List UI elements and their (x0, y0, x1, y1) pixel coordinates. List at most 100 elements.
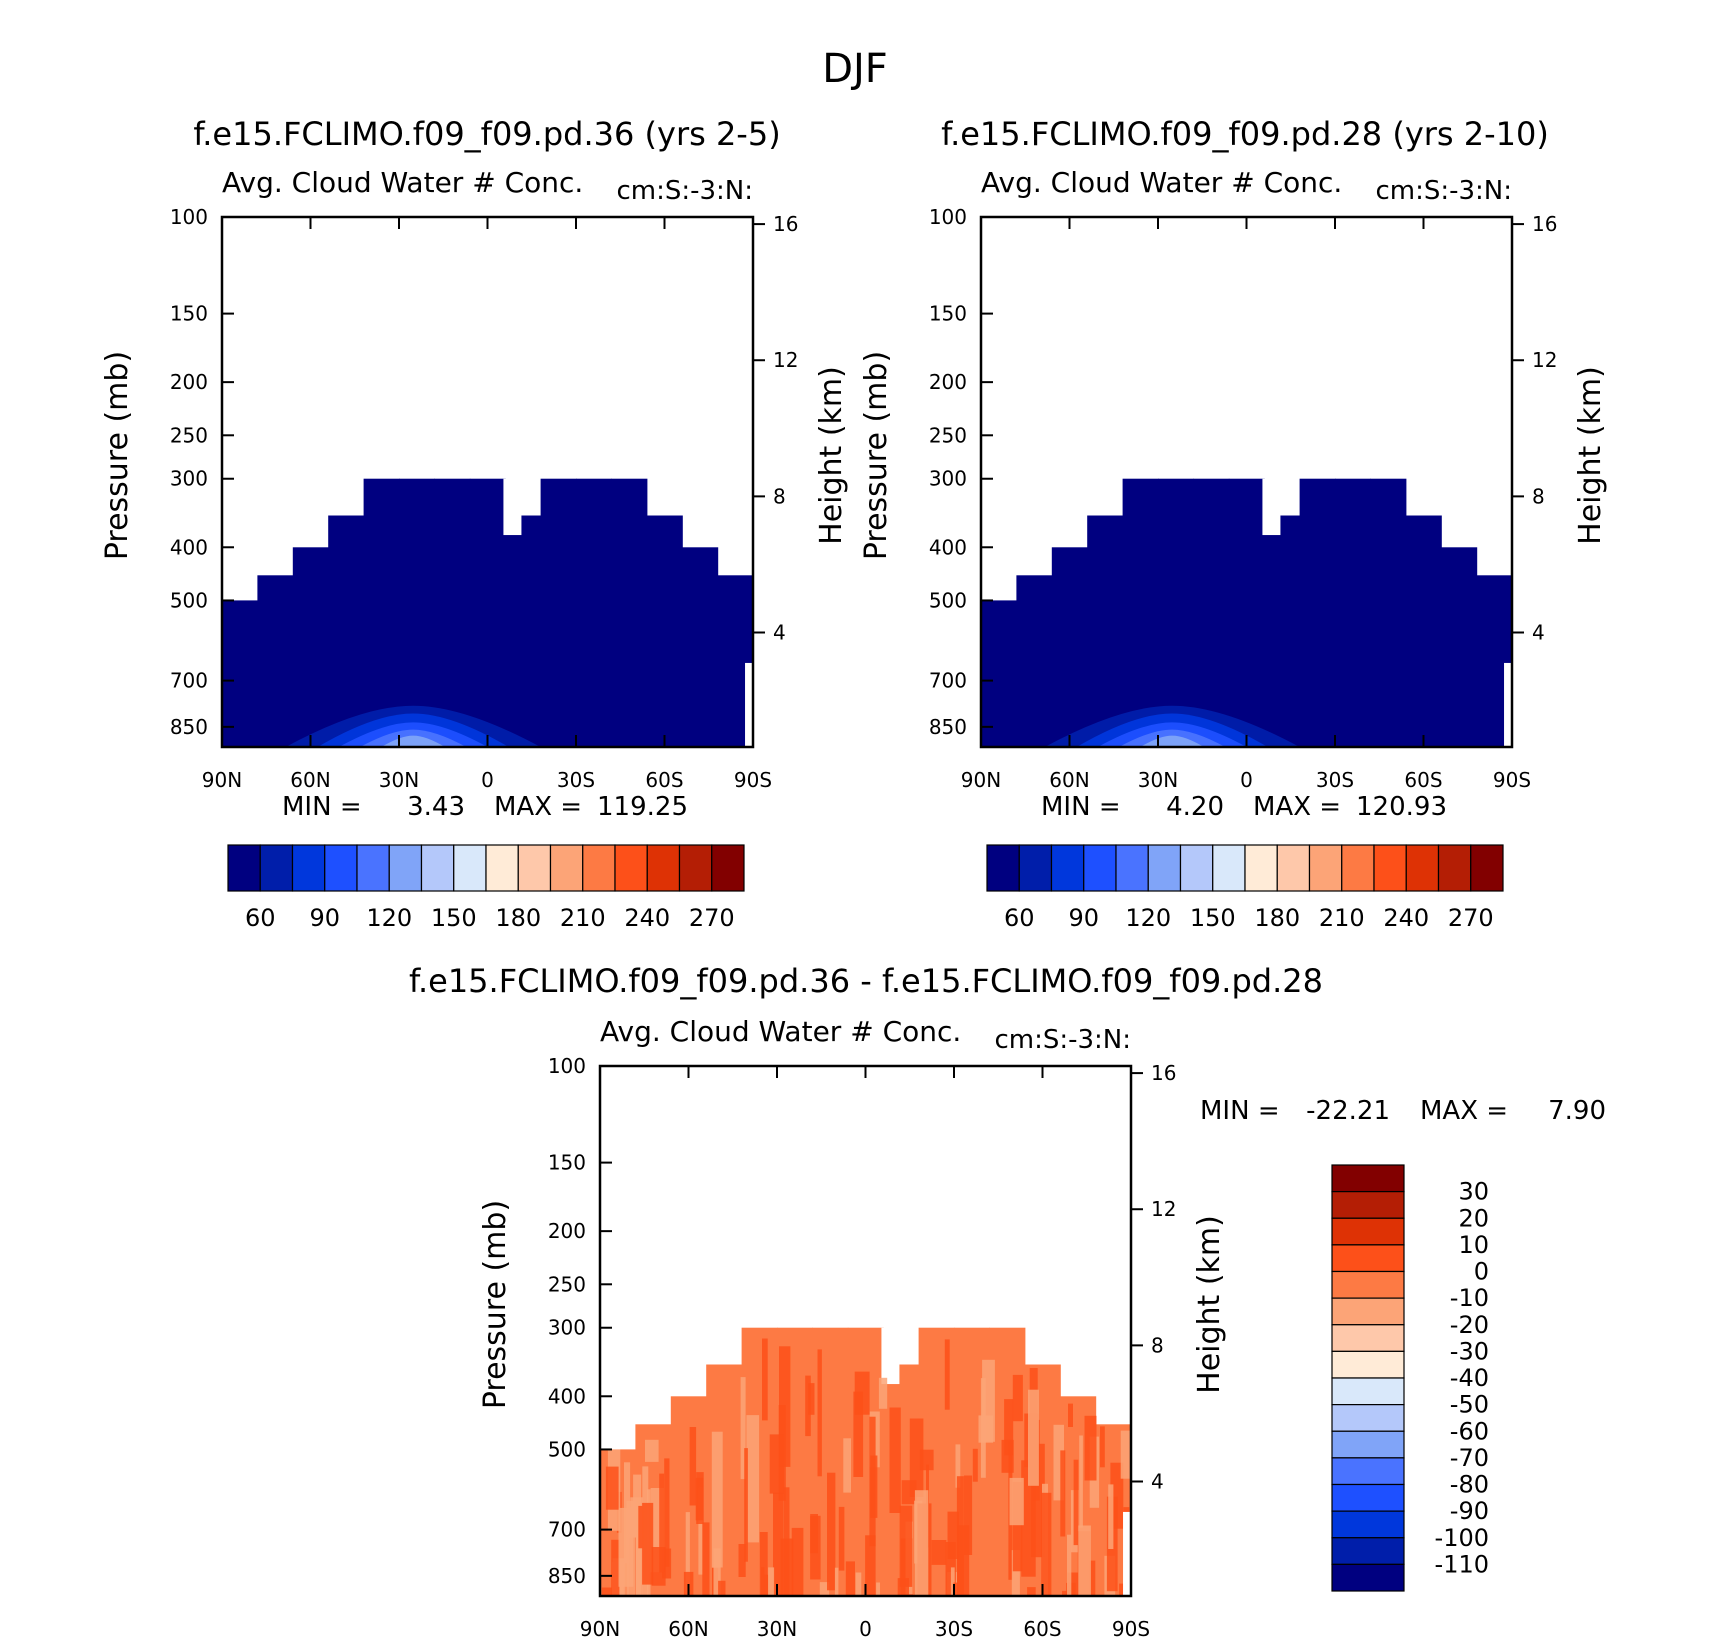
colorbar-label: 210 (560, 904, 606, 932)
colorbar-swatch (1308, 844, 1343, 892)
y-tick-right-label: 4 (1151, 1470, 1164, 1494)
min-value: 4.20 (1166, 792, 1224, 822)
diff-streak (746, 1415, 760, 1543)
colorbar-swatch (646, 844, 681, 892)
cloud-column (1405, 515, 1442, 747)
diff-streak (808, 1383, 815, 1415)
diff-streak (855, 1572, 862, 1596)
y-tick-label: 100 (548, 1054, 586, 1078)
y-tick-right-label: 12 (1151, 1197, 1176, 1221)
y-tick-label: 400 (170, 535, 208, 559)
x-tick-label: 30S (557, 768, 595, 792)
x-tick-label: 60N (1049, 768, 1089, 792)
min-label: MIN = (282, 792, 362, 822)
diff-streak (805, 1375, 811, 1437)
y-axis-right-title: Height (km) (814, 366, 849, 545)
diff-streak (618, 1507, 634, 1587)
y-tick-label: 300 (548, 1316, 586, 1340)
colorbar-label: 90 (1068, 904, 1099, 932)
low-cloud-contour (381, 735, 446, 747)
diff-streak (791, 1527, 804, 1596)
diff-streak (1062, 1590, 1075, 1596)
y-tick-label: 300 (170, 467, 208, 491)
diff-streak (897, 1578, 909, 1596)
diff-streak (764, 1574, 769, 1596)
diff-streak (944, 1339, 950, 1410)
y-tick-label: 500 (170, 588, 208, 612)
diff-streak (914, 1490, 929, 1596)
y-axis-title: Pressure (mb) (478, 1200, 513, 1409)
diff-streak (870, 1455, 878, 1518)
diff-streak (702, 1522, 710, 1596)
diff-streak (947, 1511, 959, 1559)
x-tick-label: 90S (734, 768, 772, 792)
colorbar-label: -100 (1435, 1524, 1489, 1552)
colorbar-label: -70 (1450, 1444, 1489, 1472)
colorbar-label: 120 (1125, 904, 1171, 932)
diff-streak (718, 1580, 726, 1596)
colorbar-swatch (1331, 1404, 1405, 1432)
colorbar-swatch (1331, 1483, 1405, 1512)
y-tick-label: 100 (929, 205, 967, 229)
colorbar-label: -60 (1450, 1417, 1489, 1445)
colorbar-swatch (324, 844, 358, 892)
cloud-column (292, 547, 329, 747)
diff-streak (1021, 1460, 1036, 1577)
colorbar-swatch (1373, 844, 1407, 892)
cloud-column (1193, 478, 1230, 747)
colorbar-swatch (1276, 844, 1311, 892)
diff-streak (819, 1582, 830, 1596)
diff-streak (1084, 1415, 1097, 1481)
colorbar-swatch (1331, 1563, 1405, 1592)
y-axis-title: Pressure (mb) (859, 351, 894, 560)
cloud-column (469, 478, 506, 747)
diff-streak (834, 1567, 839, 1596)
diff-streak (956, 1476, 964, 1595)
y-tick-label: 700 (548, 1518, 586, 1542)
diff-streak (1060, 1450, 1066, 1537)
diff-streak (950, 1567, 955, 1596)
colorbar-swatch (711, 844, 745, 892)
y-tick-right-label: 12 (773, 348, 798, 372)
colorbar-swatch (1179, 844, 1214, 892)
y-tick-right-label: 8 (773, 484, 786, 508)
max-value: 7.90 (1548, 1096, 1606, 1126)
diff-streak (695, 1477, 704, 1521)
panel-title: f.e15.FCLIMO.f09_f09.pd.28 (yrs 2-10) (941, 115, 1549, 153)
cloud-column (682, 547, 719, 747)
diff-streak (1009, 1477, 1024, 1526)
y-tick-label: 500 (929, 588, 967, 612)
x-tick-label: 30N (1138, 768, 1178, 792)
y-tick-right-label: 8 (1151, 1333, 1164, 1357)
max-value: 119.25 (597, 792, 688, 822)
edge-mask (1123, 1511, 1131, 1596)
cloud-column (1264, 515, 1301, 747)
y-axis-right-title: Height (km) (1573, 366, 1608, 545)
diff-streak (865, 1535, 876, 1596)
colorbar-swatch (1331, 1377, 1405, 1406)
panel-subtitle: Avg. Cloud Water # Conc. (981, 166, 1342, 199)
colorbar-label: -40 (1450, 1364, 1489, 1392)
cloud-column (1370, 478, 1407, 747)
diff-streak (762, 1338, 768, 1421)
colorbar-label: -20 (1450, 1311, 1489, 1339)
figure-title: DJF (822, 46, 888, 92)
diff-streak (945, 1542, 956, 1596)
colorbar-label: -30 (1450, 1337, 1489, 1365)
edge-mask (1504, 662, 1512, 747)
panel-subtitle: Avg. Cloud Water # Conc. (600, 1015, 961, 1048)
cloud-gap (503, 478, 522, 536)
y-tick-right-label: 12 (1532, 348, 1557, 372)
panel-units: cm:S:-3:N: (994, 1025, 1131, 1055)
y-tick-label: 400 (929, 535, 967, 559)
diff-streak (817, 1349, 822, 1477)
colorbar-label: 210 (1319, 904, 1365, 932)
y-tick-right-label: 16 (1151, 1061, 1176, 1085)
diff-streak (1100, 1426, 1105, 1468)
diff-streak (662, 1548, 672, 1579)
min-label: MIN = (1041, 792, 1121, 822)
x-tick-label: 30S (1316, 768, 1354, 792)
data-field (600, 1327, 1131, 1596)
cloud-column (1016, 575, 1053, 747)
